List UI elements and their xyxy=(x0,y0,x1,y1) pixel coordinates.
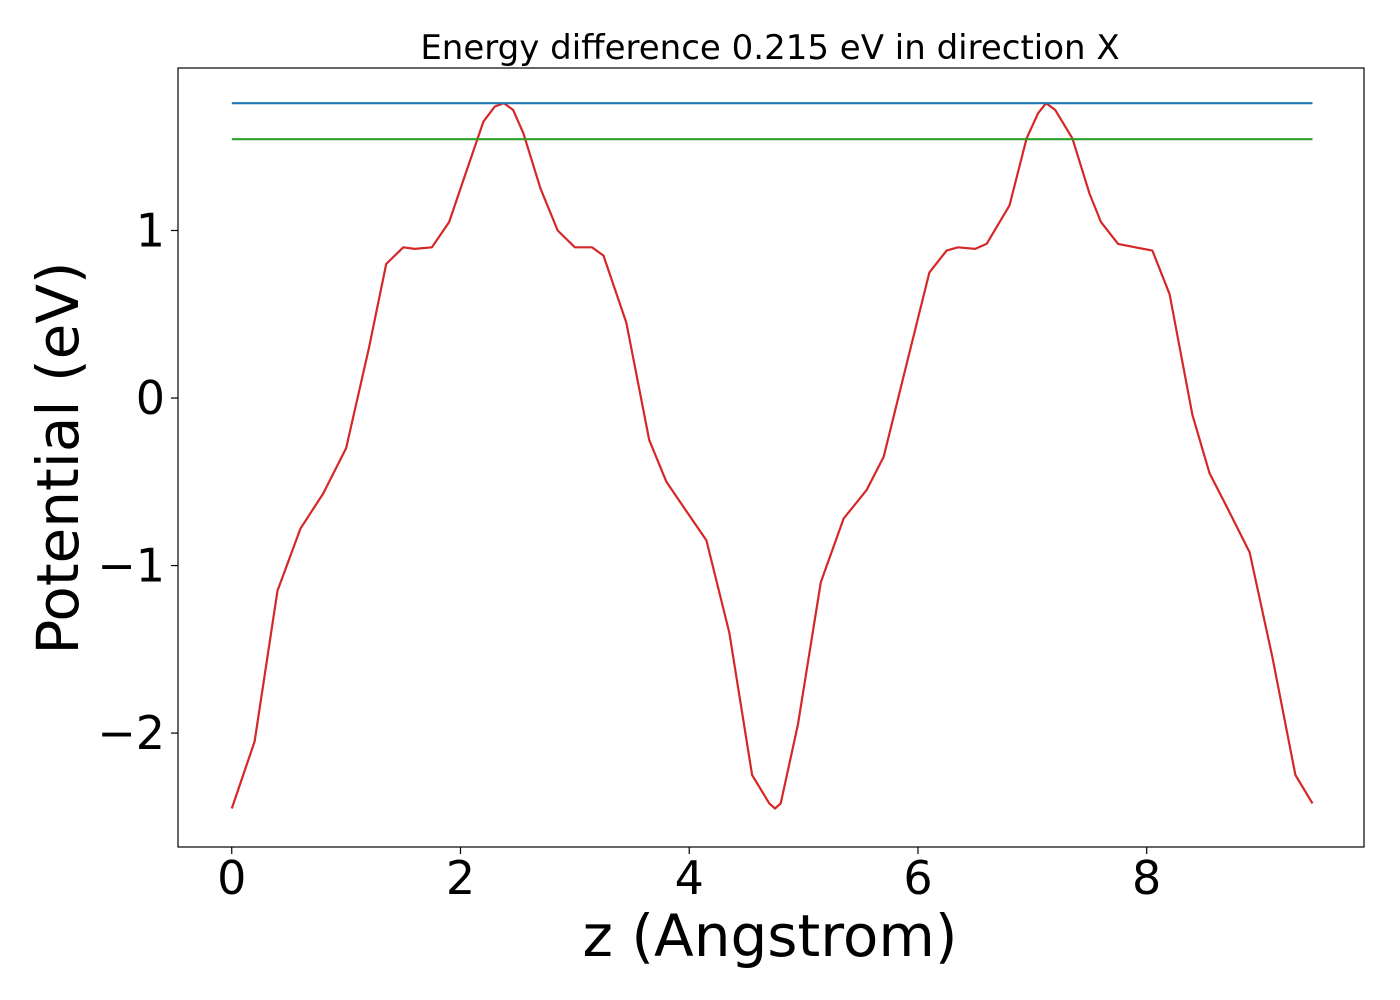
y-tick-label: 0 xyxy=(136,371,165,425)
x-tick-label: 4 xyxy=(675,851,704,905)
chart-title: Energy difference 0.215 eV in direction … xyxy=(420,28,1119,68)
x-tick-label: 2 xyxy=(446,851,475,905)
y-axis-ticks: −2 −1 0 1 xyxy=(97,204,178,760)
y-tick-label: −2 xyxy=(97,706,165,760)
x-axis-ticks: 0 2 4 6 8 xyxy=(217,847,1161,905)
x-tick-label: 6 xyxy=(903,851,932,905)
series-layer xyxy=(230,102,1314,810)
series-line-0 xyxy=(230,102,1314,810)
plot-frame xyxy=(177,67,1365,848)
y-tick-label: 1 xyxy=(136,204,165,258)
x-tick-label: 0 xyxy=(217,851,246,905)
y-tick-label: −1 xyxy=(97,539,165,593)
x-tick-label: 8 xyxy=(1132,851,1161,905)
x-axis-label: z (Angstrom) xyxy=(583,902,958,970)
y-axis-label: Potential (eV) xyxy=(24,261,92,654)
